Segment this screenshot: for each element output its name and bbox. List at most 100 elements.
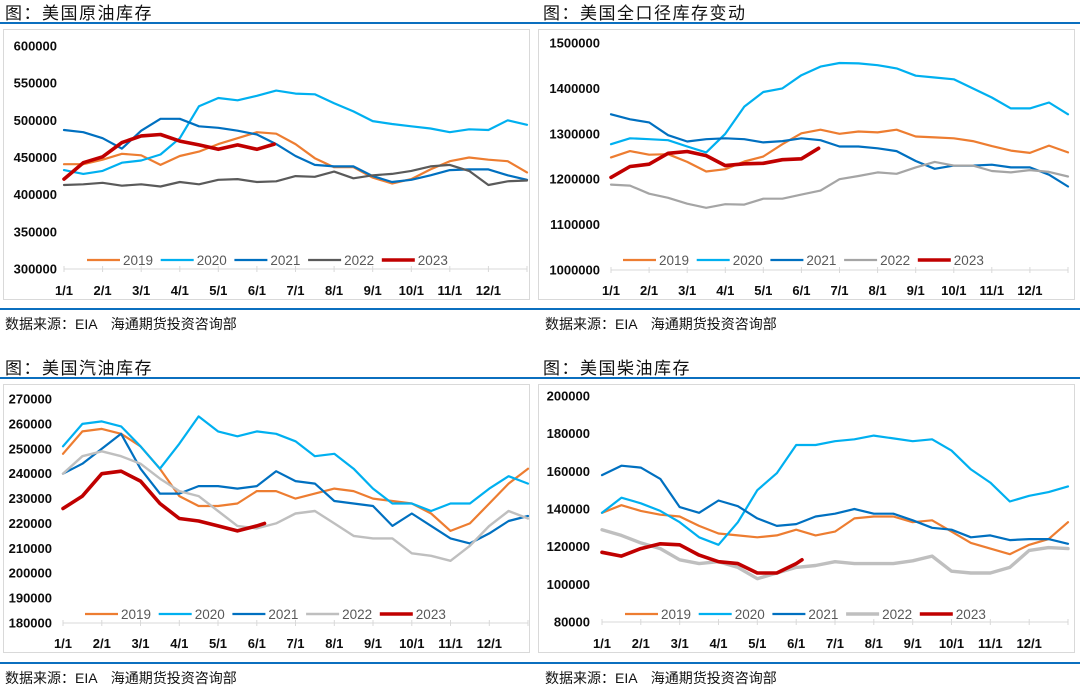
x-tick-label: 1/1 — [54, 636, 72, 651]
y-tick-label: 1100000 — [550, 217, 600, 232]
y-tick-label: 1300000 — [549, 126, 600, 141]
legend-label: 2023 — [418, 253, 448, 268]
series-line-2022 — [62, 163, 529, 188]
x-tick-label: 1/1 — [55, 283, 73, 298]
x-tick-label: 11/1 — [978, 636, 1003, 651]
x-tick-label: 9/1 — [364, 636, 382, 651]
x-tick-label: 3/1 — [131, 636, 149, 651]
legend-label: 2022 — [344, 253, 374, 268]
y-tick-label: 230000 — [9, 491, 52, 506]
x-tick-label: 6/1 — [792, 283, 810, 298]
legend-label: 2019 — [661, 607, 691, 622]
x-tick-label: 7/1 — [286, 636, 304, 651]
series-line-2021 — [62, 117, 529, 184]
series-line-2023 — [609, 146, 821, 180]
series-line-2020 — [609, 61, 1070, 154]
x-tick-label: 9/1 — [364, 283, 382, 298]
y-tick-label: 1000000 — [549, 263, 600, 278]
chart-crude-oil-inventory: 600000 550000 500000 450000 400000 350000 3000… — [3, 29, 530, 300]
legend-label: 2019 — [123, 253, 153, 268]
y-tick-label: 1200000 — [549, 172, 600, 187]
series-line-2022 — [609, 160, 1070, 209]
series-line-2022 — [61, 450, 530, 563]
y-tick-label: 80000 — [554, 615, 590, 630]
x-tick-label: 8/1 — [325, 283, 343, 298]
y-tick-label: 220000 — [9, 516, 52, 531]
y-tick-label: 500000 — [14, 113, 57, 128]
legend-label: 2019 — [659, 253, 689, 268]
line-chart-total-inventory: 1500000 1400000 1300000 1200000 1100000 10000… — [549, 36, 1070, 298]
panel-title-total-inventory: 图：美国全口径库存变动 — [543, 4, 747, 23]
y-tick-label: 250000 — [9, 441, 52, 456]
legend-label: 2019 — [121, 607, 151, 622]
x-tick-label: 10/1 — [399, 283, 424, 298]
x-tick-label: 5/1 — [754, 283, 772, 298]
legend-label: 2023 — [956, 607, 986, 622]
x-tick-label: 9/1 — [907, 283, 925, 298]
series-line-2021 — [609, 113, 1070, 188]
legend-label: 2022 — [342, 607, 372, 622]
y-tick-label: 210000 — [9, 541, 52, 556]
source-rule — [0, 308, 1080, 310]
series-line-2020 — [62, 89, 529, 175]
x-tick-label: 4/1 — [171, 283, 189, 298]
legend-label: 2021 — [270, 253, 300, 268]
line-chart-diesel: 200000 180000 160000 140000 120000 100000 8000… — [547, 389, 1070, 651]
chart-diesel-inventory: 200000 180000 160000 140000 120000 100000 8000… — [538, 384, 1075, 653]
x-tick-label: 7/1 — [826, 636, 844, 651]
x-tick-label: 9/1 — [904, 636, 922, 651]
legend-label: 2021 — [806, 253, 836, 268]
x-tick-label: 12/1 — [477, 636, 502, 651]
series-line-2020 — [600, 434, 1070, 546]
source-note: 数据来源：EIA 海通期货投资咨询部 — [545, 670, 777, 686]
y-tick-label: 400000 — [14, 187, 57, 202]
legend-label: 2023 — [954, 253, 984, 268]
title-rule — [0, 377, 1080, 379]
y-tick-label: 1400000 — [549, 81, 600, 96]
panel-title-crude-oil: 图：美国原油库存 — [5, 4, 153, 23]
legend-label: 2020 — [733, 253, 763, 268]
x-tick-label: 12/1 — [1017, 636, 1042, 651]
y-tick-label: 200000 — [9, 566, 52, 581]
x-tick-label: 1/1 — [602, 283, 620, 298]
x-tick-label: 6/1 — [248, 636, 266, 651]
y-tick-label: 180000 — [9, 616, 52, 631]
source-note: 数据来源：EIA 海通期货投资咨询部 — [545, 316, 777, 332]
x-tick-label: 4/1 — [170, 636, 188, 651]
x-tick-label: 8/1 — [325, 636, 343, 651]
series-line-2021 — [600, 464, 1070, 545]
legend-label: 2021 — [808, 607, 838, 622]
x-tick-label: 6/1 — [787, 636, 805, 651]
y-tick-label: 120000 — [547, 539, 590, 554]
source-note: 数据来源：EIA 海通期货投资咨询部 — [5, 316, 237, 332]
chart-gasoline-inventory: 270000 260000 250000 240000 230000 220000 2100… — [3, 384, 530, 653]
y-tick-label: 350000 — [14, 224, 57, 239]
x-tick-label: 11/1 — [438, 283, 463, 298]
y-tick-label: 600000 — [14, 39, 57, 54]
x-tick-label: 12/1 — [476, 283, 501, 298]
y-tick-label: 190000 — [9, 591, 52, 606]
series-line-2022 — [600, 527, 1070, 581]
legend-label: 2020 — [195, 607, 225, 622]
x-tick-label: 2/1 — [640, 283, 658, 298]
line-chart-gasoline: 270000 260000 250000 240000 230000 220000 2100… — [9, 392, 530, 651]
x-tick-label: 6/1 — [248, 283, 266, 298]
x-tick-label: 2/1 — [93, 636, 111, 651]
series-line-2023 — [61, 469, 267, 533]
x-tick-label: 7/1 — [830, 283, 848, 298]
y-tick-label: 1500000 — [549, 36, 600, 51]
y-tick-label: 180000 — [547, 426, 590, 441]
x-tick-label: 4/1 — [716, 283, 734, 298]
x-tick-label: 8/1 — [869, 283, 887, 298]
y-tick-label: 140000 — [547, 502, 590, 517]
x-tick-label: 5/1 — [209, 636, 227, 651]
y-tick-label: 160000 — [547, 464, 590, 479]
legend-label: 2023 — [416, 607, 446, 622]
legend-label: 2022 — [880, 253, 910, 268]
chart-total-inventory: 1500000 1400000 1300000 1200000 1100000 10000… — [538, 29, 1075, 300]
x-tick-label: 10/1 — [939, 636, 964, 651]
x-tick-label: 10/1 — [941, 283, 966, 298]
y-tick-label: 450000 — [14, 150, 57, 165]
x-tick-label: 11/1 — [980, 283, 1005, 298]
y-tick-label: 270000 — [9, 392, 52, 407]
